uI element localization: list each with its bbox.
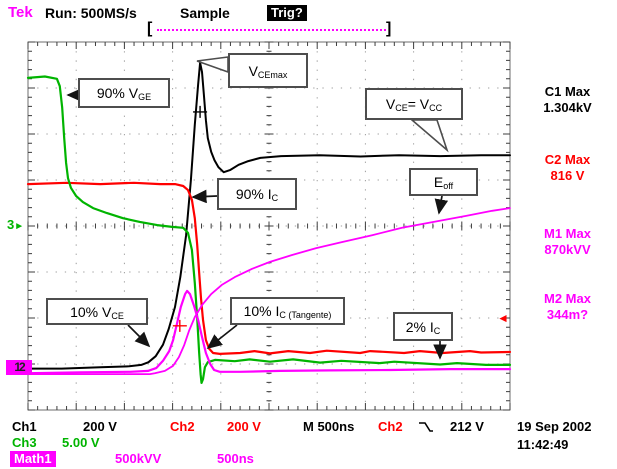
annotation-text: 90% V: [96, 85, 139, 101]
annotation-text: off: [443, 181, 454, 191]
readout-m1-title: M1 Max: [544, 226, 591, 241]
readout-c2-value: 816 V: [550, 168, 585, 183]
run-status: Run: 500MS/s: [45, 5, 137, 21]
ch3-label: Ch3: [12, 435, 37, 450]
annotation-text: V: [248, 62, 258, 79]
annotation-text: 10% I: [243, 303, 280, 319]
trace-math1-power: [26, 289, 512, 375]
ch3-ground-marker: 3►: [7, 217, 24, 232]
annotation-text: CC: [429, 103, 443, 113]
trace-ch3-vge: [26, 75, 512, 384]
tek-logo: Tek: [8, 4, 33, 21]
math1-scale: 500kVV: [115, 451, 162, 466]
record-window-bracket-right: ]: [386, 20, 392, 37]
callout-arrow-vce10: [127, 324, 151, 348]
annotation-text: CE: [395, 103, 408, 113]
readout-m2-max: M2 Max 344m?: [520, 291, 615, 323]
trace-ch2-ic: [26, 181, 512, 355]
trigger-level-marker-icon: ◄: [497, 311, 509, 325]
callout-arrow-ic90: [191, 189, 218, 204]
readout-c1-title: C1 Max: [544, 84, 591, 99]
ch1-label: Ch1: [12, 419, 37, 434]
annotation-text: C (Tangente): [279, 310, 332, 320]
trigger-source: Ch2: [378, 419, 403, 434]
ch1-scale: 200 V: [83, 419, 117, 434]
readout-m1-max: M1 Max 870kVV: [520, 226, 615, 258]
annotation-text: 10% V: [70, 303, 112, 320]
readout-c2-title: C2 Max: [544, 152, 591, 167]
ch3-marker-arrow-icon: ►: [14, 221, 25, 232]
ch2-label: Ch2: [170, 419, 195, 434]
timebase-readout: M 500ns: [303, 419, 355, 434]
trigger-status-badge: Trig?: [267, 5, 307, 21]
annotation-text: C: [271, 193, 279, 203]
record-window-line: [157, 29, 386, 31]
trace-ch1-vce: [27, 61, 511, 370]
annotation-text: CEmax: [257, 69, 288, 80]
annotation-text: CE: [111, 310, 124, 321]
callout-tail-vcevcc: [409, 119, 449, 153]
cursor-ch1-trigger-cross: [193, 105, 208, 118]
ch3-marker-label: 3: [7, 217, 15, 232]
trigger-level-readout: 212 V: [450, 419, 484, 434]
acquisition-mode: Sample: [180, 5, 230, 21]
readout-c1-max: C1 Max 1.304kV: [520, 84, 615, 116]
ch1-ch2-math-overlap-marker: 12: [6, 360, 32, 375]
date-stamp: 19 Sep 2002: [517, 419, 592, 434]
annotation-text: C: [433, 325, 441, 336]
annotation-vcemax: V CEmax: [228, 53, 308, 88]
annotation-text: 90% I: [235, 186, 272, 202]
annotation-text: 2% I: [405, 318, 434, 335]
ch2-scale: 200 V: [227, 419, 261, 434]
time-stamp: 11:42:49: [517, 437, 569, 452]
annotation-text: E: [433, 174, 444, 190]
annotation-vge90: 90% V GE: [78, 78, 170, 108]
annotation-vce10: 10% V CE: [46, 298, 148, 325]
callout-arrow-ic10: [206, 324, 238, 350]
cursor-ch2-trigger-cross: [172, 319, 187, 332]
readout-m2-value: 344m?: [546, 307, 589, 322]
readout-c1-value: 1.304kV: [543, 100, 592, 115]
ch3-scale: 5.00 V: [62, 435, 100, 450]
annotation-text: = V: [407, 96, 430, 112]
annotation-text: GE: [138, 92, 152, 102]
math1-timebase: 500ns: [217, 451, 254, 466]
math1-label: Math1: [10, 451, 56, 467]
readout-c2-max: C2 Max 816 V: [520, 152, 615, 184]
annotation-vcevcc: V CE = V CC: [365, 88, 463, 120]
annotation-text: V: [385, 96, 396, 112]
trace-m2-energy-eoff: [27, 207, 511, 376]
readout-m2-title: M2 Max: [544, 291, 591, 306]
readout-m1-value: 870kVV: [544, 242, 591, 257]
record-window-bracket-left: [: [147, 20, 153, 37]
callout-arrow-eoff: [434, 195, 449, 215]
